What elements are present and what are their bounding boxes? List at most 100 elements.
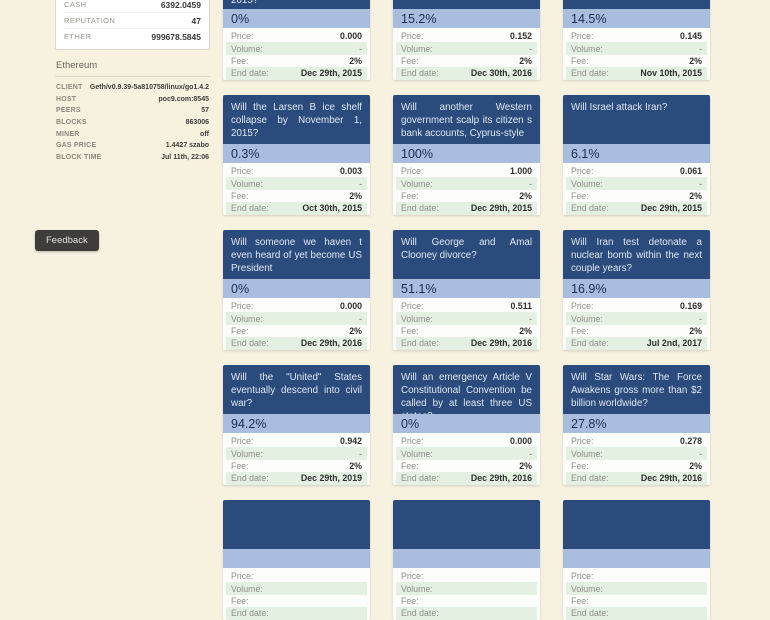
price-row: Price:: [226, 570, 367, 582]
market-card[interactable]: Will Star Wars: The Force Awakens gross …: [563, 365, 710, 485]
price-row: Price: 0.000: [226, 300, 367, 312]
end-date-value: Dec 29th, 2016: [300, 338, 362, 349]
end-date-row: End date: Jul 2nd, 2017: [566, 337, 707, 350]
market-card[interactable]: 14.5% Price: 0.145 Volume: - Fee: 2% End…: [563, 0, 710, 80]
volume-value: -: [529, 448, 532, 459]
blocks-label: BLOCKS: [56, 119, 87, 127]
volume-label: Volume:: [571, 43, 603, 54]
fee-row: Fee: 2%: [396, 325, 537, 337]
end-date-value: Dec 29th, 2019: [300, 473, 362, 484]
end-date-row: End date: Nov 10th, 2015: [566, 67, 707, 80]
end-date-label: End date:: [401, 203, 439, 214]
end-date-label: End date:: [231, 338, 269, 349]
market-card[interactable]: Will another Western government scalp it…: [393, 95, 540, 215]
end-date-row: End date: Dec 30th, 2016: [396, 67, 537, 80]
volume-value: -: [359, 178, 362, 189]
fee-label: Fee:: [231, 55, 249, 66]
market-question: Will another Western government scalp it…: [401, 102, 532, 139]
market-details: Price: Volume: Fee: End date:: [393, 568, 540, 620]
price-row: Price: 0.169: [566, 300, 707, 312]
fee-row: Fee: 2%: [226, 460, 367, 472]
market-probability-band: [393, 549, 540, 568]
market-details: Price: 0.278 Volume: - Fee: 2% End date:…: [563, 433, 710, 485]
market-card[interactable]: Price: Volume: Fee: End date:: [563, 500, 710, 620]
market-card[interactable]: 15.2% Price: 0.152 Volume: - Fee: 2% End…: [393, 0, 540, 80]
market-card[interactable]: Will an emergency Article V Constitution…: [393, 365, 540, 485]
market-card[interactable]: Will George and Amal Clooney divorce? 51…: [393, 230, 540, 350]
market-card[interactable]: Price: Volume: Fee: End date:: [223, 500, 370, 620]
market-question: Will an emergency Article V Constitution…: [401, 372, 532, 414]
market-question: Will the Larsen B ice shelf collapse by …: [231, 102, 362, 139]
volume-row: Volume: -: [226, 42, 367, 55]
ethereum-row-miner: MINER off: [55, 128, 210, 140]
fee-label: Fee:: [571, 55, 589, 66]
fee-label: Fee:: [401, 190, 419, 201]
market-question: Will Star Wars: The Force Awakens gross …: [571, 372, 702, 409]
market-card[interactable]: Will Israel attack Iran? 6.1% Price: 0.0…: [563, 95, 710, 215]
volume-value: -: [699, 178, 702, 189]
end-date-label: End date:: [571, 203, 609, 214]
volume-value: -: [529, 43, 532, 54]
market-card[interactable]: Price: Volume: Fee: End date:: [393, 500, 540, 620]
volume-row: Volume:: [566, 582, 707, 595]
market-details: Price: 0.152 Volume: - Fee: 2% End date:…: [393, 28, 540, 80]
fee-label: Fee:: [231, 190, 249, 201]
fee-value: 2%: [689, 190, 702, 201]
price-label: Price:: [401, 166, 424, 177]
market-details: Price: 0.145 Volume: - Fee: 2% End date:…: [563, 28, 710, 80]
market-card[interactable]: Will the "United" States eventually desc…: [223, 365, 370, 485]
end-date-row: End date: Dec 29th, 2016: [226, 337, 367, 350]
price-row: Price: 0.003: [226, 165, 367, 177]
feedback-button[interactable]: Feedback: [35, 230, 99, 251]
volume-row: Volume: -: [566, 42, 707, 55]
end-date-row: End date: Dec 29th, 2015: [226, 67, 367, 80]
volume-label: Volume:: [231, 583, 263, 594]
fee-value: 2%: [349, 55, 362, 66]
end-date-label: End date:: [401, 473, 439, 484]
volume-label: Volume:: [571, 313, 603, 324]
end-date-row: End date: Dec 29th, 2015: [566, 202, 707, 215]
market-details: Price: 1.000 Volume: - Fee: 2% End date:…: [393, 163, 540, 215]
market-card[interactable]: Will someone we haven t even heard of ye…: [223, 230, 370, 350]
market-probability-band: 15.2%: [393, 9, 540, 28]
fee-value: 2%: [689, 55, 702, 66]
market-card-header: [393, 500, 540, 549]
market-probability: 51.1%: [401, 281, 437, 296]
end-date-row: End date: Dec 29th, 2019: [226, 472, 367, 485]
peers-label: PEERS: [56, 107, 81, 115]
market-card-header: Will Star Wars: The Force Awakens gross …: [563, 365, 710, 414]
market-probability-band: 14.5%: [563, 9, 710, 28]
reputation-label: REPUTATION: [64, 16, 116, 25]
volume-row: Volume: -: [396, 447, 537, 460]
price-label: Price:: [571, 31, 594, 42]
ethereum-row-blocks: BLOCKS 863006: [55, 117, 210, 129]
market-card-header: Will Israel attack Iran?: [563, 95, 710, 144]
price-row: Price: 0.145: [566, 30, 707, 42]
market-question: Will Israel attack Iran?: [571, 102, 668, 113]
volume-row: Volume: -: [396, 42, 537, 55]
price-row: Price: 0.942: [226, 435, 367, 447]
market-card-header: [563, 500, 710, 549]
price-value: 0.000: [339, 301, 362, 312]
fee-label: Fee:: [231, 460, 249, 471]
volume-row: Volume: -: [226, 177, 367, 190]
volume-label: Volume:: [401, 178, 433, 189]
price-label: Price:: [231, 166, 254, 177]
price-row: Price:: [396, 570, 537, 582]
volume-label: Volume:: [571, 583, 603, 594]
price-label: Price:: [401, 571, 424, 582]
end-date-value: Dec 29th, 2015: [640, 203, 702, 214]
market-probability: 6.1%: [571, 146, 600, 161]
volume-row: Volume: -: [566, 312, 707, 325]
market-probability-band: 27.8%: [563, 414, 710, 433]
volume-row: Volume: -: [226, 447, 367, 460]
fee-value: 2%: [519, 55, 532, 66]
market-probability: 27.8%: [571, 416, 607, 431]
market-card[interactable]: 2015? 0% Price: 0.000 Volume: - Fee: 2%: [223, 0, 370, 80]
price-label: Price:: [231, 436, 254, 447]
volume-value: -: [359, 448, 362, 459]
market-card[interactable]: Will the Larsen B ice shelf collapse by …: [223, 95, 370, 215]
end-date-value: Dec 30th, 2016: [470, 68, 532, 79]
cash-label: CASH: [64, 0, 87, 9]
market-card[interactable]: Will Iran test detonate a nuclear bomb w…: [563, 230, 710, 350]
